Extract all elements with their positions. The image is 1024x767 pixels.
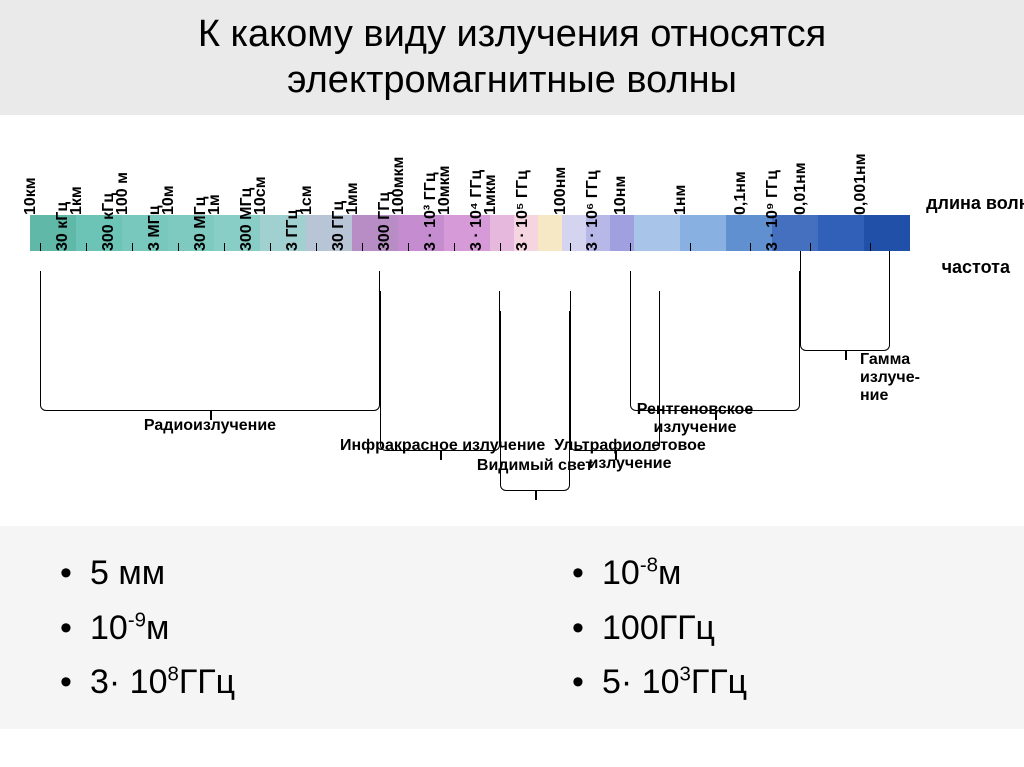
title-line-2: электромагнитные волны xyxy=(287,59,737,101)
bands-row: РадиоизлучениеИнфракрасное излучениеВиди… xyxy=(30,361,1024,511)
frequency-label: 3 МГц xyxy=(146,206,164,252)
band-bracket xyxy=(380,291,500,451)
frequency-label: 300 ГГц xyxy=(376,192,394,251)
option-item: 5· 103ГГц xyxy=(572,655,1024,709)
frequency-label: 30 МГц xyxy=(192,197,210,251)
band-label: Гаммаизлуче-ние xyxy=(860,351,940,405)
spectrum-segment xyxy=(634,215,680,251)
spectrum-segment xyxy=(490,215,514,251)
wavelength-label: 0,01нм xyxy=(792,163,810,216)
option-item: 3· 108ГГц xyxy=(60,655,512,709)
answer-options: 5 мм10-9м3· 108ГГц 10-8м100ГГц5· 103ГГц xyxy=(0,526,1024,729)
spectrum-segment xyxy=(562,215,586,251)
frequency-label: 3 · 10⁵ ГГц xyxy=(514,170,532,251)
spectrum-diagram: 10км1км100 м10м1м10см1см1мм100мкм10мкм1м… xyxy=(0,115,1024,511)
spectrum-segment xyxy=(818,215,864,251)
frequency-label: 30 кГц xyxy=(54,202,72,251)
wavelength-label: 1нм xyxy=(672,185,690,215)
option-item: 100ГГц xyxy=(572,601,1024,655)
frequency-label: 3 ГГц xyxy=(284,210,302,251)
frequency-label: 3 · 10³ ГГц xyxy=(422,173,440,252)
wavelength-axis-label: длина волны xyxy=(926,193,1024,214)
frequency-label: 300 кГц xyxy=(100,193,118,251)
options-right-column: 10-8м100ГГц5· 103ГГц xyxy=(512,526,1024,729)
option-item: 5 мм xyxy=(60,546,512,600)
wavelength-label: 100нм xyxy=(552,167,570,215)
spectrum-segment xyxy=(538,215,562,251)
wavelength-label: 0,1нм xyxy=(732,171,750,215)
frequency-label: 3 · 10⁶ ГГц xyxy=(584,170,602,251)
wavelength-label: 10км xyxy=(22,178,40,216)
band-bracket xyxy=(630,271,800,411)
wavelength-label: 10нм xyxy=(612,176,630,215)
band-bracket xyxy=(40,271,380,411)
frequency-label: 3 · 10⁹ ГГц xyxy=(764,170,782,251)
option-item: 10-9м xyxy=(60,601,512,655)
band-label: Радиоизлучение xyxy=(110,417,310,435)
spectrum-segment xyxy=(680,215,726,251)
slide-title: К какому виду излучения относятся электр… xyxy=(0,0,1024,115)
frequency-label: 3 · 10⁴ ГГц xyxy=(468,170,486,251)
wavelength-label: 0,001нм xyxy=(852,154,870,216)
option-item: 10-8м xyxy=(572,546,1024,600)
band-label: Рентгеновскоеизлучение xyxy=(610,401,780,437)
options-left-column: 5 мм10-9м3· 108ГГц xyxy=(0,526,512,729)
frequency-label: 30 ГГц xyxy=(330,201,348,251)
title-line-1: К какому виду излучения относятся xyxy=(198,13,826,55)
frequency-label: 300 МГц xyxy=(238,188,256,251)
band-bracket xyxy=(800,251,890,351)
band-label: Ультрафиолетовоеизлучение xyxy=(530,437,730,473)
